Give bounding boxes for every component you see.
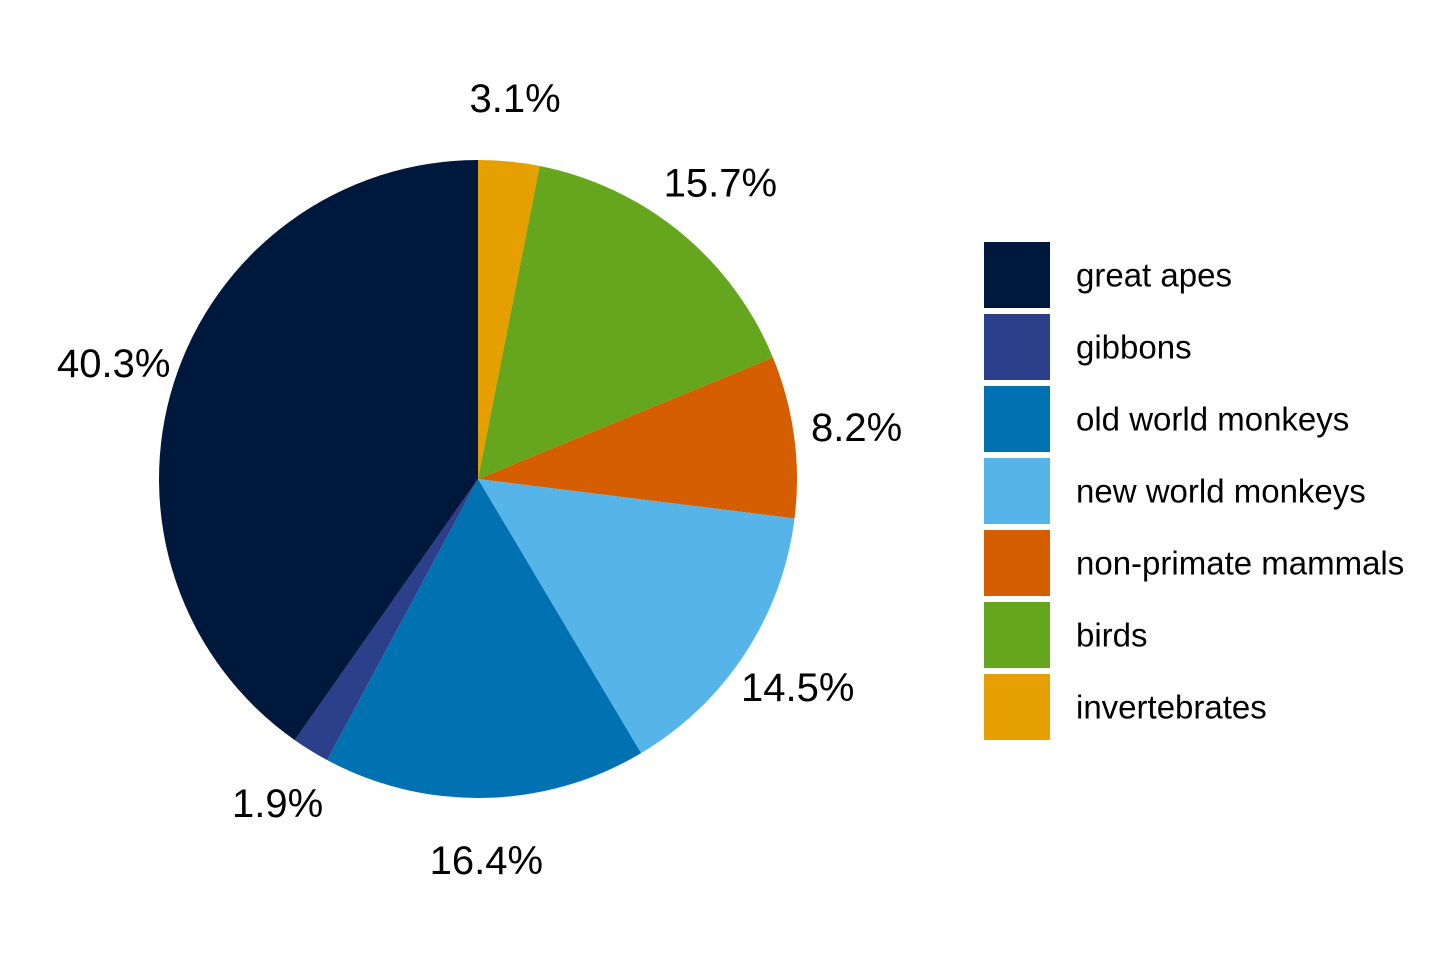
legend-swatch-gibbons: [984, 314, 1050, 380]
legend-label-great-apes: great apes: [1076, 257, 1232, 294]
legend-label-invertebrates: invertebrates: [1076, 689, 1267, 726]
slice-birds: [478, 166, 773, 479]
slice-label-gibbons: 1.9%: [232, 782, 323, 826]
slice-label-new-world-monkeys: 14.5%: [741, 666, 854, 710]
legend-swatch-birds: [984, 602, 1050, 668]
slice-label-non-primate-mammals: 8.2%: [811, 406, 902, 450]
slice-non-primate-mammals: [478, 357, 797, 519]
slice-great-apes: [159, 159, 478, 741]
legend-swatch-new-world-monkeys: [984, 458, 1050, 524]
legend: great apes gibbons old world monkeys new wo…: [984, 242, 1404, 740]
legend-swatch-invertebrates: [984, 674, 1050, 740]
slice-invertebrates: [478, 160, 540, 479]
slice-new-world-monkeys: [478, 479, 795, 754]
legend-label-non-primate-mammals: non-primate mammals: [1076, 545, 1404, 582]
slice-label-birds: 15.7%: [664, 162, 777, 206]
legend-swatch-old-world-monkeys: [984, 386, 1050, 452]
pie-slices: [159, 159, 797, 799]
legend-label-birds: birds: [1076, 617, 1148, 654]
legend-label-gibbons: gibbons: [1076, 329, 1192, 366]
legend-label-new-world-monkeys: new world monkeys: [1076, 473, 1366, 510]
slice-labels: 3.1% 15.7% 8.2% 14.5% 16.4% 1.9% 40.3%: [57, 77, 902, 883]
legend-label-old-world-monkeys: old world monkeys: [1076, 401, 1349, 438]
slice-old-world-monkeys: [327, 479, 642, 799]
slice-gibbons: [294, 479, 478, 761]
legend-swatch-non-primate-mammals: [984, 530, 1050, 596]
slice-label-invertebrates: 3.1%: [470, 77, 561, 121]
slice-label-old-world-monkeys: 16.4%: [430, 839, 543, 883]
legend-swatch-great-apes: [984, 242, 1050, 308]
slice-label-great-apes: 40.3%: [57, 342, 170, 386]
